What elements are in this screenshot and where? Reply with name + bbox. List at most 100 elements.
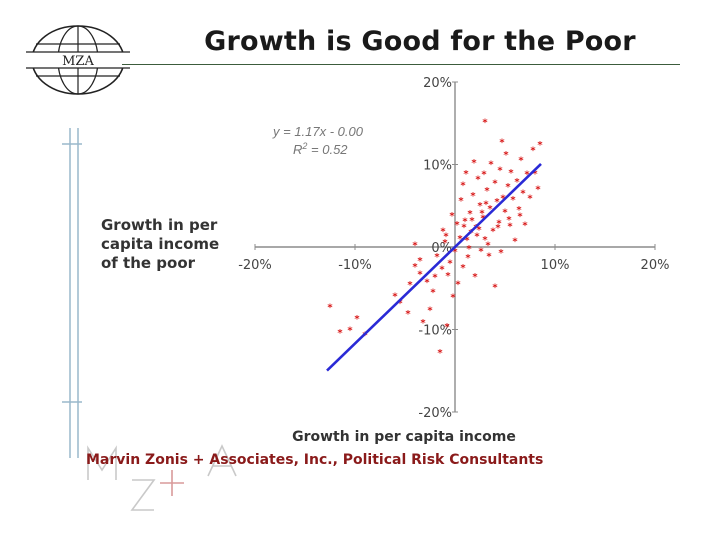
data-point: * xyxy=(535,184,541,195)
data-point: * xyxy=(392,292,398,303)
data-point: * xyxy=(354,314,360,325)
data-point: * xyxy=(337,328,343,339)
data-point: * xyxy=(432,273,438,284)
data-point: * xyxy=(527,194,533,205)
data-point: * xyxy=(482,235,488,246)
x-axis-label: Growth in per capita income xyxy=(292,429,516,445)
data-point: * xyxy=(412,262,418,273)
data-point: * xyxy=(492,179,498,190)
regression-equation: y = 1.17x - 0.00 xyxy=(272,124,364,139)
data-point: * xyxy=(457,234,463,245)
data-point: * xyxy=(405,309,411,320)
x-tick-label: 10% xyxy=(541,258,570,273)
y-tick-label: 20% xyxy=(423,76,452,91)
data-point: * xyxy=(447,259,453,270)
page-title: Growth is Good for the Poor xyxy=(204,26,636,57)
x-tick-label: -20% xyxy=(238,258,272,273)
fit-line xyxy=(326,163,542,372)
mza-footer-logo xyxy=(87,444,237,511)
data-point: * xyxy=(397,298,403,309)
data-point: * xyxy=(427,306,433,317)
data-point: * xyxy=(417,269,423,280)
data-point: * xyxy=(476,225,482,236)
data-point: * xyxy=(449,211,455,222)
data-point: * xyxy=(462,217,468,228)
data-point: * xyxy=(482,118,488,129)
data-point: * xyxy=(467,209,473,220)
x-tick-label: -10% xyxy=(338,258,372,273)
data-point: * xyxy=(522,221,528,232)
data-point: * xyxy=(458,196,464,207)
chart-points: ** **************************************… xyxy=(327,118,543,359)
data-point: * xyxy=(463,169,469,180)
data-point: * xyxy=(460,263,466,274)
data-point: * xyxy=(477,201,483,212)
data-point: * xyxy=(443,231,449,242)
data-point: * xyxy=(507,222,513,233)
data-point: * xyxy=(412,241,418,252)
data-point: * xyxy=(486,251,492,262)
data-point: * xyxy=(444,322,450,333)
data-point: * xyxy=(492,283,498,294)
data-point: * xyxy=(518,156,524,167)
data-point: * xyxy=(495,223,501,234)
data-point: * xyxy=(450,293,456,304)
data-point: * xyxy=(508,168,514,179)
data-point: * xyxy=(420,318,426,329)
data-point: * xyxy=(478,246,484,257)
data-point: * xyxy=(524,170,530,181)
data-point: * xyxy=(471,158,477,169)
data-point: * xyxy=(327,302,333,313)
header-rule xyxy=(122,64,680,65)
chart-ticks: -20% -10% 10% 20% 20% 10% 0% -10% -20% xyxy=(238,76,669,421)
data-point: * xyxy=(481,170,487,181)
y-tick-label: 0% xyxy=(431,241,452,256)
data-point: * xyxy=(498,248,504,259)
footer-company-text: Marvin Zonis + Associates, Inc., Politic… xyxy=(86,452,544,468)
data-point: * xyxy=(445,271,451,282)
data-point: * xyxy=(417,256,423,267)
data-point: * xyxy=(530,146,536,157)
data-point: * xyxy=(485,241,491,252)
data-point: * xyxy=(434,252,440,263)
data-point: * xyxy=(506,215,512,226)
y-axis-label: Growth in per capita income of the poor xyxy=(101,216,220,272)
data-point: * xyxy=(465,253,471,264)
data-point: * xyxy=(469,216,475,227)
data-point: * xyxy=(494,197,500,208)
x-tick-label: 20% xyxy=(641,258,670,273)
data-point: * xyxy=(407,280,413,291)
data-point: * xyxy=(472,272,478,283)
logo-text: MZA xyxy=(62,54,94,69)
data-point: * xyxy=(454,220,460,231)
data-point: * xyxy=(440,227,446,238)
data-point: * xyxy=(505,182,511,193)
mza-globe-logo: MZA xyxy=(26,25,130,95)
data-point: * xyxy=(439,264,445,275)
data-point: * xyxy=(499,137,505,148)
data-point: * xyxy=(537,140,543,151)
data-point: * xyxy=(503,150,509,161)
y-tick-label: -10% xyxy=(418,324,452,339)
data-point: * xyxy=(479,208,485,219)
data-point: * xyxy=(468,228,474,239)
data-point: * xyxy=(461,222,467,233)
data-point: * xyxy=(516,205,522,216)
data-point: * xyxy=(514,177,520,188)
data-point: * xyxy=(512,236,518,247)
data-point: * xyxy=(437,348,443,359)
data-point: * xyxy=(466,244,472,255)
data-point: * xyxy=(483,199,489,210)
data-point: * xyxy=(484,186,490,197)
data-point: * xyxy=(460,180,466,191)
data-point: * xyxy=(473,223,479,234)
data-point: * xyxy=(430,288,436,299)
data-point: * xyxy=(464,236,470,247)
data-point: * xyxy=(502,208,508,219)
data-point: * xyxy=(497,165,503,176)
data-point: * xyxy=(520,189,526,200)
data-point: * xyxy=(442,238,448,249)
scatter-chart: -20% -10% 10% 20%20%10%0%-10%-20% ** *******… xyxy=(238,76,669,445)
data-point: * xyxy=(474,231,480,242)
data-point: * xyxy=(532,169,538,180)
